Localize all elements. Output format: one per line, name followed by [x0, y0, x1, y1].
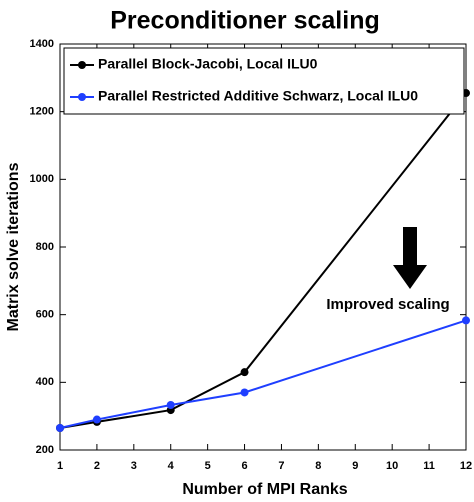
data-point	[56, 424, 64, 433]
x-tick-label: 10	[386, 460, 398, 472]
y-axis-label: Matrix solve iterations	[5, 162, 22, 331]
series-line	[59, 319, 467, 429]
data-point	[240, 368, 249, 377]
y-tick-label: 1400	[30, 38, 54, 50]
y-tick-label: 600	[36, 309, 54, 321]
y-tick-label: 1000	[30, 173, 54, 185]
x-tick-label: 4	[168, 460, 175, 472]
legend-label: Parallel Block-Jacobi, Local ILU0	[98, 56, 318, 72]
x-tick-label: 1	[57, 460, 63, 472]
y-tick-label: 1200	[30, 106, 54, 118]
y-tick-label: 800	[36, 241, 54, 253]
data-point	[240, 388, 249, 397]
x-tick-label: 2	[94, 460, 100, 472]
legend-label: Parallel Restricted Additive Schwarz, Lo…	[98, 88, 418, 104]
y-tick-label: 400	[36, 376, 54, 388]
legend-marker	[78, 93, 86, 101]
arrow	[393, 227, 427, 289]
x-tick-label: 11	[423, 460, 435, 472]
y-tick-label: 200	[36, 444, 54, 456]
data-point	[92, 415, 101, 424]
x-tick-label: 9	[352, 460, 358, 472]
chart-title: Preconditioner scaling	[110, 7, 380, 35]
data-point	[462, 316, 470, 325]
data-point	[166, 401, 175, 410]
x-tick-label: 12	[460, 460, 472, 472]
annotation: Improved scaling	[326, 296, 449, 313]
x-tick-label: 6	[241, 460, 247, 472]
legend-box	[63, 47, 465, 115]
x-axis-label: Number of MPI Ranks	[182, 481, 347, 498]
x-tick-label: 5	[205, 460, 211, 472]
x-tick-label: 7	[278, 460, 284, 472]
x-tick-label: 8	[315, 460, 321, 472]
x-tick-label: 3	[131, 460, 137, 472]
legend-marker	[78, 61, 86, 69]
